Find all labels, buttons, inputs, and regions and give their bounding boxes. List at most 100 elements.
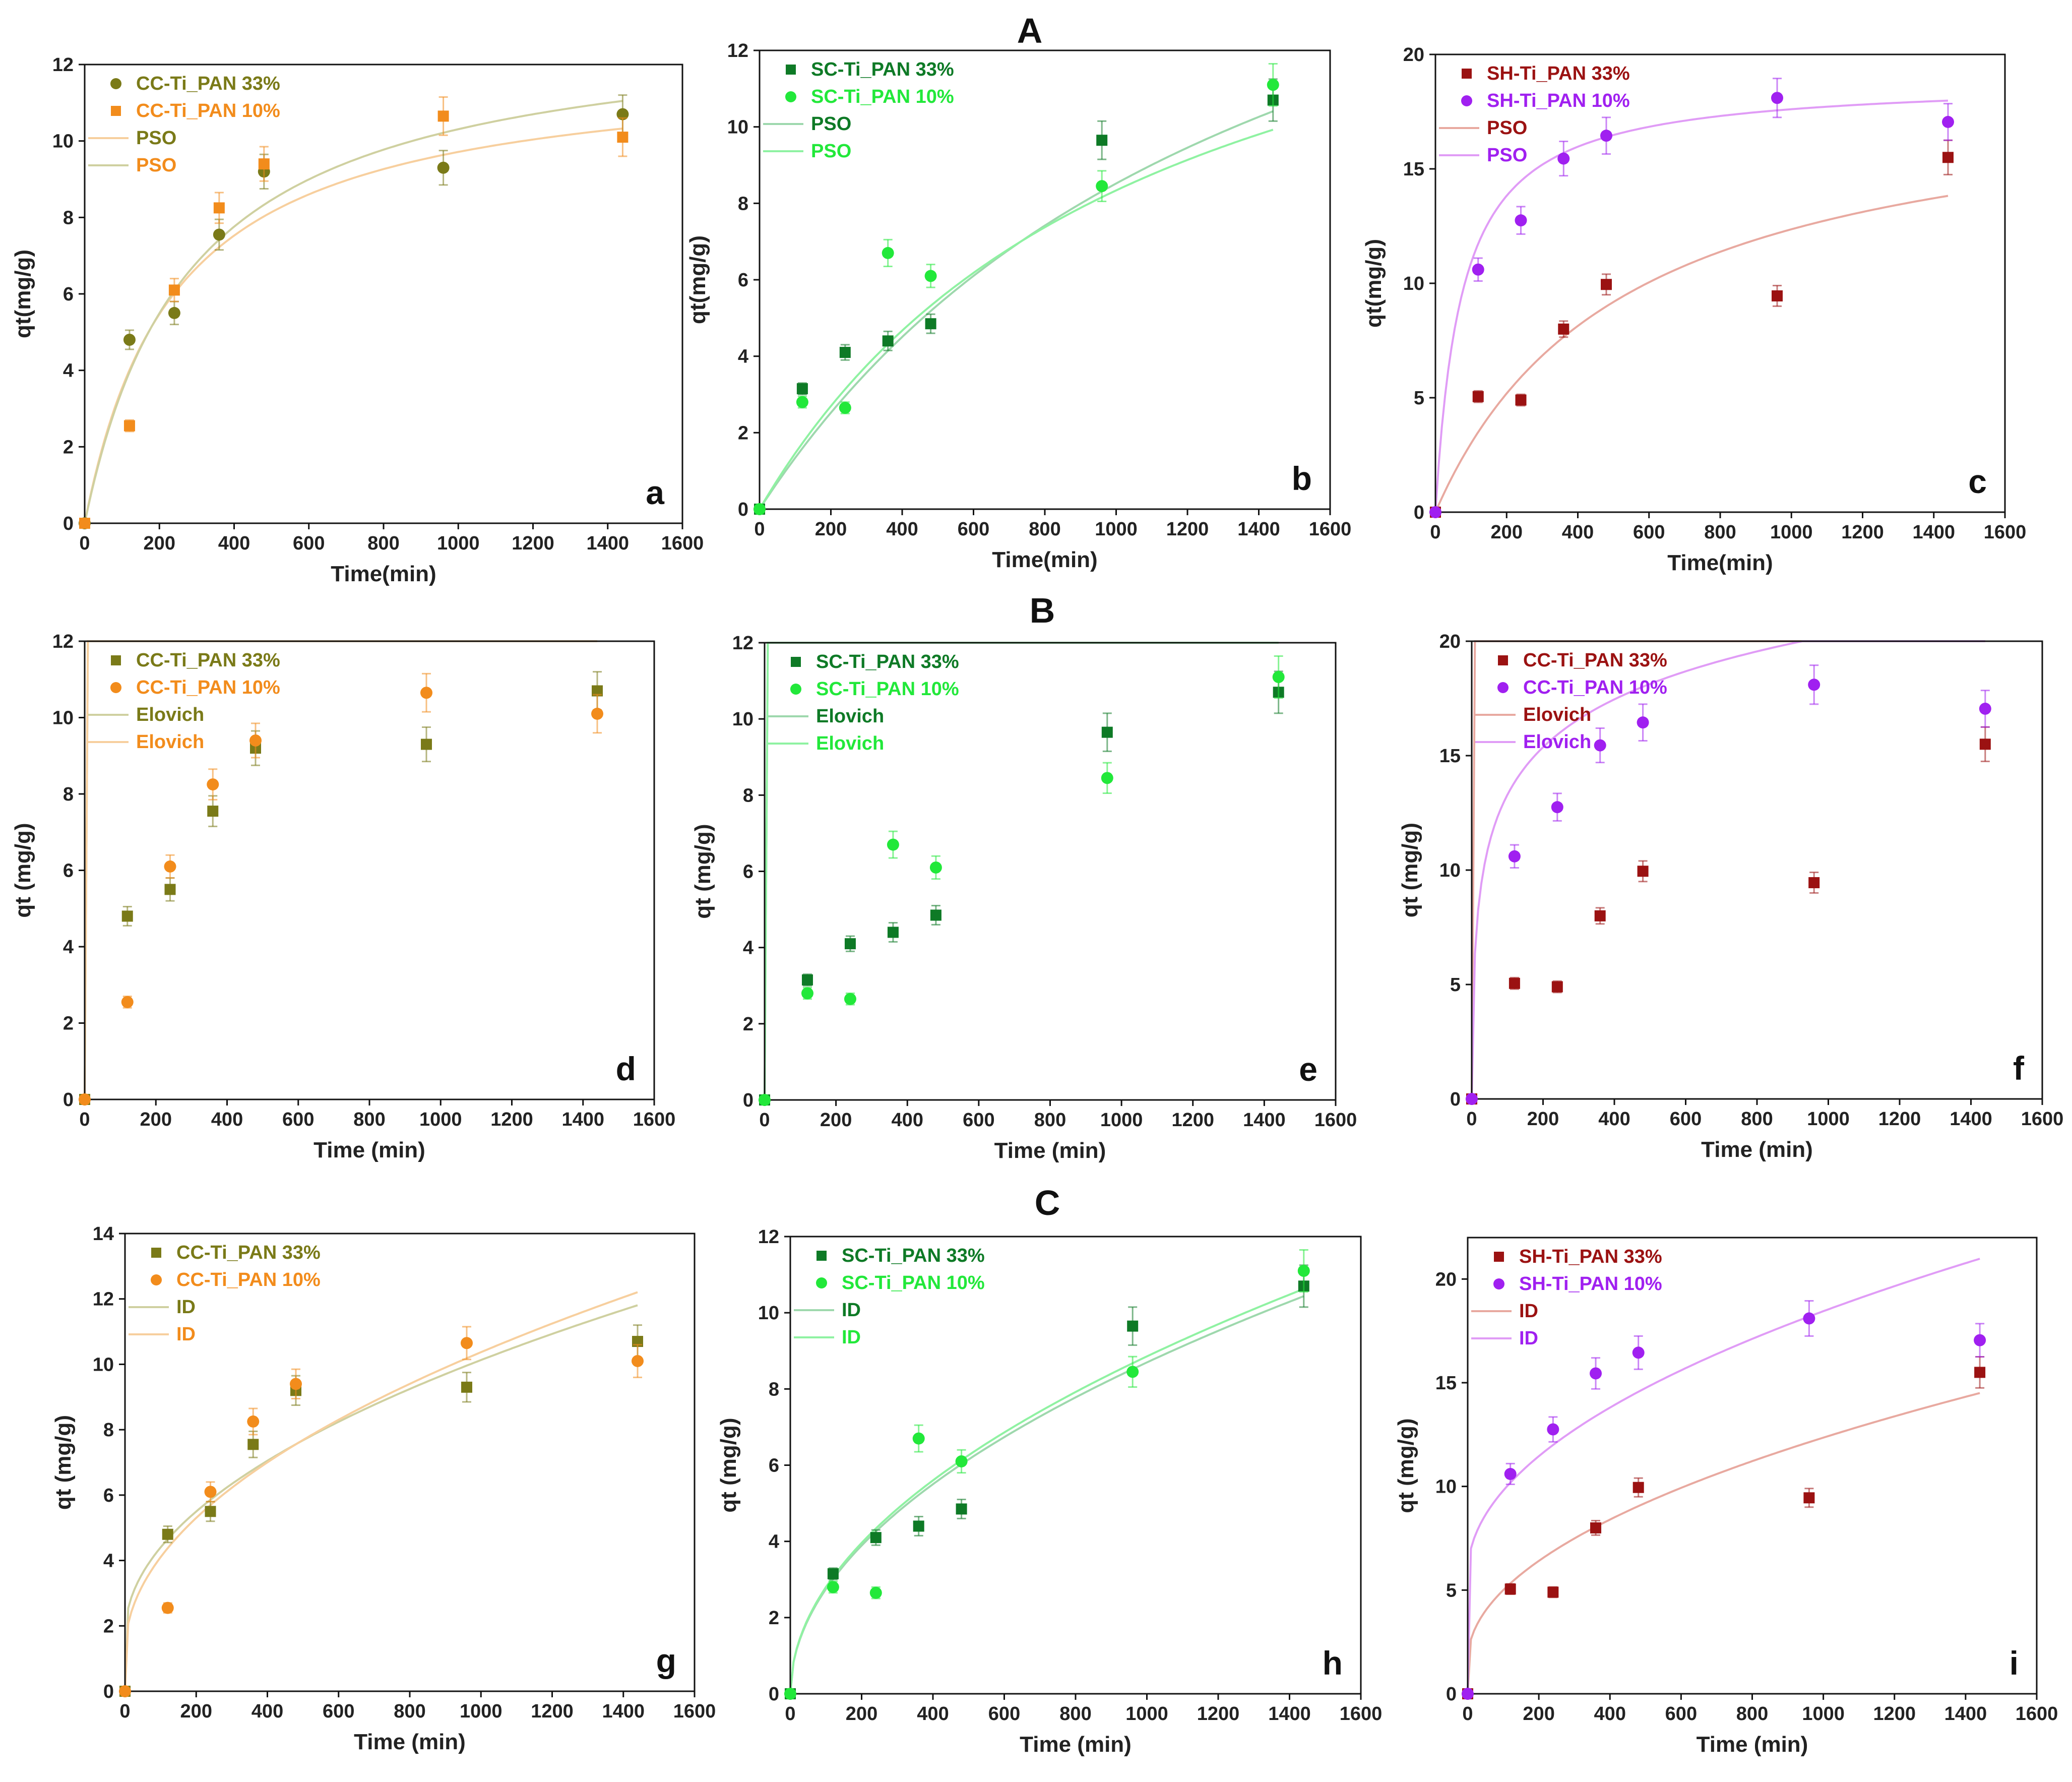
data-point-circle xyxy=(1429,506,1441,518)
x-tick-label: 1600 xyxy=(673,1701,716,1722)
legend-label: SC-Ti_PAN 33% xyxy=(811,59,954,80)
data-point-square xyxy=(882,335,894,347)
x-tick-label: 1000 xyxy=(460,1701,503,1722)
legend-label: SH-Ti_PAN 33% xyxy=(1519,1246,1662,1267)
y-tick-label: 10 xyxy=(93,1354,114,1375)
data-point-circle xyxy=(1974,1334,1986,1346)
y-tick-label: 4 xyxy=(63,937,74,958)
data-point-square xyxy=(592,685,603,697)
x-axis-title: Time (min) xyxy=(313,1138,425,1162)
data-point-square xyxy=(1808,877,1820,888)
y-axis-title: qt (mg/g) xyxy=(11,823,35,917)
fit-curve-id xyxy=(1467,1258,1980,1694)
data-point-circle xyxy=(1979,702,1991,715)
data-point-circle xyxy=(1272,671,1285,684)
legend-label: CC-Ti_PAN 10% xyxy=(136,677,280,698)
x-tick-label: 200 xyxy=(140,1109,172,1130)
fit-curve-pso xyxy=(1434,99,1949,513)
y-tick-label: 4 xyxy=(63,360,74,382)
legend-marker-circle xyxy=(785,91,796,102)
y-tick-label: 6 xyxy=(63,861,74,882)
data-point-square xyxy=(1096,135,1108,146)
data-point-square xyxy=(1504,1583,1516,1595)
legend-label: SC-Ti_PAN 33% xyxy=(816,651,959,672)
data-point-square xyxy=(956,1503,967,1515)
y-axis-title: qt(mg/g) xyxy=(1361,239,1386,328)
data-point-circle xyxy=(213,228,225,241)
data-point-square xyxy=(207,806,219,817)
data-point-circle xyxy=(827,1581,839,1593)
row-label-B: B xyxy=(1030,591,1055,630)
data-point-square xyxy=(1515,394,1527,406)
y-tick-label: 15 xyxy=(1435,1373,1457,1394)
x-tick-label: 800 xyxy=(1034,1110,1066,1131)
legend-label: CC-Ti_PAN 33% xyxy=(136,73,280,94)
x-tick-label: 1600 xyxy=(1309,519,1352,540)
panel-letter: e xyxy=(1299,1051,1317,1088)
data-point-square xyxy=(437,110,449,122)
x-tick-label: 800 xyxy=(367,533,399,554)
data-point-square xyxy=(844,938,856,950)
x-axis-title: Time (min) xyxy=(354,1730,466,1754)
y-tick-label: 12 xyxy=(52,54,74,76)
legend-label: SC-Ti_PAN 10% xyxy=(811,86,954,107)
legend-label: SH-Ti_PAN 33% xyxy=(1487,63,1630,84)
y-tick-label: 10 xyxy=(1403,273,1424,294)
legend-label: ID xyxy=(842,1327,861,1348)
x-tick-label: 0 xyxy=(119,1701,130,1722)
data-point-circle xyxy=(1600,130,1612,142)
data-point-square xyxy=(205,1506,216,1517)
y-tick-label: 15 xyxy=(1439,746,1461,767)
panel-letter: i xyxy=(2010,1644,2019,1682)
x-axis-title: Time (min) xyxy=(1701,1137,1813,1162)
data-point-square xyxy=(1101,726,1113,738)
x-tick-label: 400 xyxy=(886,519,918,540)
y-tick-label: 2 xyxy=(743,1014,754,1035)
data-point-square xyxy=(913,1520,924,1532)
y-tick-label: 12 xyxy=(758,1226,779,1248)
panel-letter: f xyxy=(2013,1050,2025,1087)
chart-panel-h: 0 200 400 600 800 1000 1200 1400 1600 0 2 4 6 8 10 12 Ti… xyxy=(716,1226,1382,1757)
data-point-circle xyxy=(1637,716,1649,729)
data-point-circle xyxy=(119,1685,131,1697)
x-tick-label: 400 xyxy=(1562,522,1594,543)
x-tick-label: 200 xyxy=(820,1110,852,1131)
legend-label: SC-Ti_PAN 10% xyxy=(816,679,959,700)
data-point-circle xyxy=(887,838,899,851)
y-tick-label: 8 xyxy=(63,784,74,805)
row-label-A: A xyxy=(1017,11,1043,50)
x-tick-label: 600 xyxy=(293,533,325,554)
panel-letter: c xyxy=(1968,463,1987,500)
data-point-square xyxy=(887,927,899,938)
legend-label: ID xyxy=(842,1300,861,1321)
data-point-circle xyxy=(1590,1367,1602,1380)
x-tick-label: 1000 xyxy=(1100,1110,1143,1131)
y-tick-label: 0 xyxy=(63,1089,74,1111)
x-axis-title: Time (min) xyxy=(994,1138,1106,1163)
x-tick-label: 1000 xyxy=(437,533,480,554)
legend-label: SC-Ti_PAN 33% xyxy=(842,1245,985,1266)
x-tick-label: 200 xyxy=(144,533,175,554)
legend-label: CC-Ti_PAN 33% xyxy=(176,1242,321,1263)
legend-marker-square xyxy=(791,657,801,667)
legend-label: Elovich xyxy=(1523,704,1591,725)
data-point-circle xyxy=(929,861,942,874)
y-tick-label: 20 xyxy=(1403,44,1424,66)
x-tick-label: 1200 xyxy=(490,1109,533,1130)
data-point-circle xyxy=(121,996,134,1008)
data-point-circle xyxy=(247,1415,260,1428)
x-tick-label: 400 xyxy=(218,533,250,554)
data-point-square xyxy=(1803,1492,1815,1504)
data-point-circle xyxy=(1466,1093,1478,1105)
legend-marker-circle xyxy=(110,78,121,89)
legend-label: SC-Ti_PAN 10% xyxy=(842,1272,985,1294)
data-point-circle xyxy=(616,108,629,120)
data-point-square xyxy=(870,1532,882,1544)
y-tick-label: 12 xyxy=(93,1289,114,1310)
y-tick-label: 14 xyxy=(93,1223,114,1245)
x-tick-label: 1200 xyxy=(1878,1109,1921,1130)
y-tick-label: 0 xyxy=(103,1681,114,1702)
data-point-circle xyxy=(1504,1467,1517,1480)
x-tick-label: 1400 xyxy=(1243,1110,1286,1131)
